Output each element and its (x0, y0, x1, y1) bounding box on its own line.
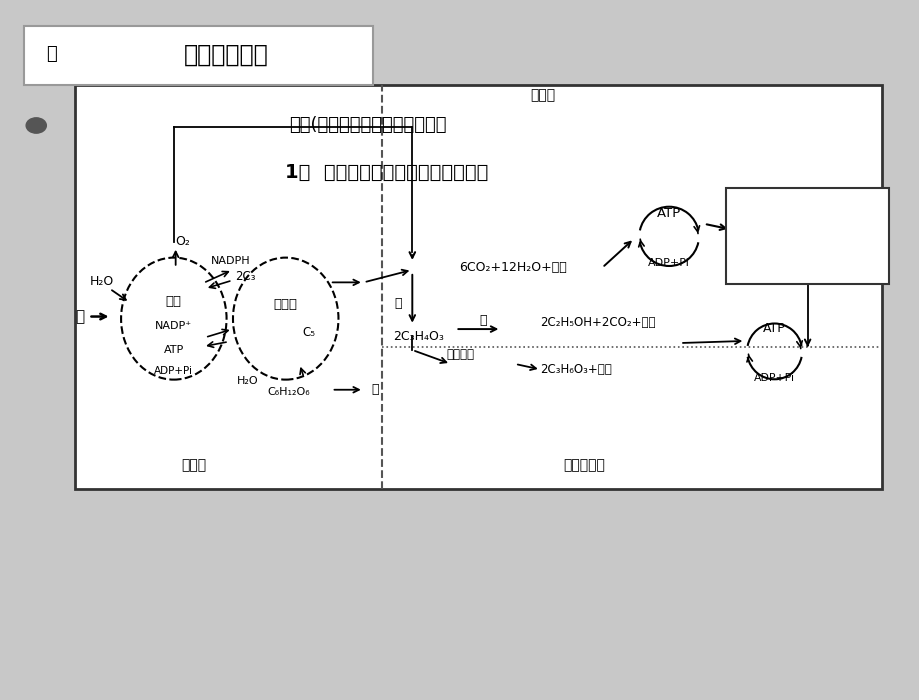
Text: 细胞分裂、主动
运输、物质合成、
生物电、肌肉收
缩等: 细胞分裂、主动 运输、物质合成、 生物电、肌肉收 缩等 (781, 211, 833, 256)
Text: 📖: 📖 (47, 46, 57, 64)
Text: 线粒体: 线粒体 (529, 88, 554, 102)
FancyBboxPatch shape (725, 188, 889, 284)
Text: ADP+Pi: ADP+Pi (754, 373, 794, 383)
FancyBboxPatch shape (74, 85, 881, 489)
Text: 酶: 酶 (393, 297, 401, 310)
Text: 酶: 酶 (479, 314, 486, 326)
Text: ATP: ATP (656, 206, 680, 220)
Text: O₂: O₂ (176, 235, 190, 248)
Text: H₂O: H₂O (90, 275, 114, 288)
Text: ATP: ATP (164, 345, 184, 355)
Text: 多种酶: 多种酶 (274, 298, 298, 312)
Text: NADPH: NADPH (210, 256, 250, 267)
Text: 综合(光合作用与呼吸作用的联系: 综合(光合作用与呼吸作用的联系 (289, 116, 447, 134)
Text: 另一种酶: 另一种酶 (446, 348, 473, 360)
Text: 2C₃H₆O₃+能量: 2C₃H₆O₃+能量 (540, 363, 612, 376)
Text: C₅: C₅ (301, 326, 315, 339)
Text: 叶绿体: 叶绿体 (181, 458, 207, 472)
Text: 2C₃: 2C₃ (235, 270, 255, 284)
Text: 酶: 酶 (371, 383, 379, 396)
Text: C₆H₁₂O₆: C₆H₁₂O₆ (267, 387, 310, 397)
Text: NADP⁺: NADP⁺ (155, 321, 192, 330)
Text: ADP+Pi: ADP+Pi (154, 366, 193, 376)
Text: ADP+Pi: ADP+Pi (648, 258, 689, 268)
Text: 光: 光 (74, 309, 84, 324)
Text: H₂O: H₂O (236, 377, 257, 386)
Text: 2C₃H₄O₃: 2C₃H₄O₃ (392, 330, 444, 342)
Text: 色素: 色素 (165, 295, 182, 308)
Text: 1．  光合作用与细胞呼吸过程关系图: 1． 光合作用与细胞呼吸过程关系图 (285, 162, 488, 182)
Circle shape (26, 118, 46, 133)
Text: 综合能力突破: 综合能力突破 (184, 43, 268, 66)
Text: ATP: ATP (763, 322, 785, 335)
Text: 细胞质基质: 细胞质基质 (562, 458, 604, 472)
FancyBboxPatch shape (24, 26, 372, 85)
Text: 2C₂H₅OH+2CO₂+能量: 2C₂H₅OH+2CO₂+能量 (539, 316, 654, 328)
Text: 6CO₂+12H₂O+能量: 6CO₂+12H₂O+能量 (459, 261, 566, 274)
